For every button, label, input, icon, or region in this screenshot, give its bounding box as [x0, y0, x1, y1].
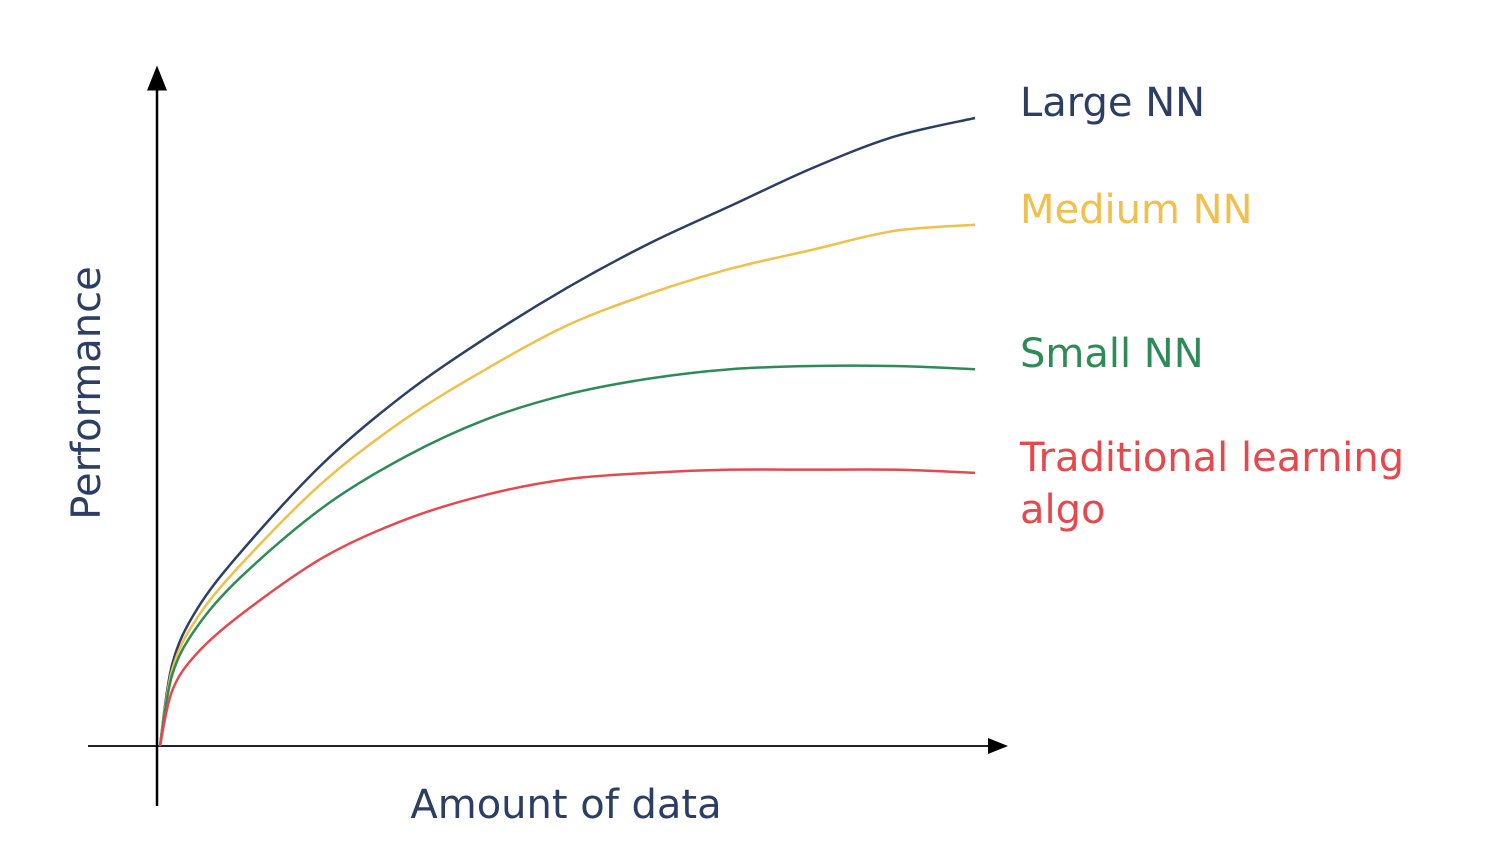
series-label-small-nn: Small NN: [1020, 331, 1204, 377]
series-line-small-nn: [158, 364, 976, 747]
series-line-traditional-learning-algo: [158, 468, 976, 747]
series-label-large-nn: Large NN: [1020, 80, 1205, 126]
label-layer: Large NN Medium NN Small NN Traditional lea…: [1019, 80, 1404, 533]
x-axis-label: Amount of data: [410, 782, 721, 828]
y-axis-label: Performance: [64, 266, 110, 519]
series-layer: [158, 116, 976, 747]
series-line-large-nn: [158, 116, 976, 747]
series-line-medium-nn: [158, 223, 976, 747]
series-label-traditional-learning-algo: Traditional learning algo: [1019, 435, 1404, 533]
series-label-medium-nn: Medium NN: [1020, 187, 1253, 233]
